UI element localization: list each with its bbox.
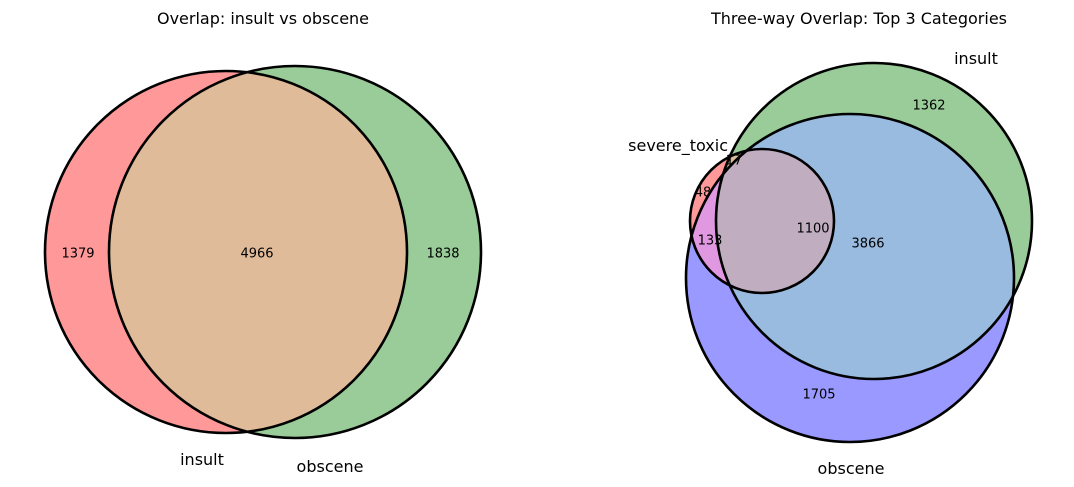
venn3-chart: Three-way Overlap: Top 3 Categories 48 1… [628,9,1034,478]
venn2-set-label-obscene: obscene [297,457,364,476]
venn2-chart: Overlap: insult vs obscene 1379 4966 183… [43,9,483,476]
venn3-region-all-three [716,149,834,293]
venn3-circle-severe-toxic [688,147,836,295]
venn2-count-only-obscene: 1838 [426,247,459,262]
venn2-circle-insult [43,69,409,435]
venn2-count-insult-and-obscene: 4966 [240,247,273,262]
venn3-count-only-insult: 1362 [912,99,945,114]
venn3-count-severe-toxic-and-insult: 17 [726,154,743,169]
venn3-title: Three-way Overlap: Top 3 Categories [710,9,1007,28]
venn3-circle-insult [714,61,1034,381]
venn3-count-insult-and-obscene: 3866 [851,237,884,252]
venn3-count-only-obscene: 1705 [802,388,835,403]
venn2-title: Overlap: insult vs obscene [157,9,369,28]
venn2-set-label-insult: insult [180,450,224,469]
venn3-set-label-severe-toxic: severe_toxic [628,136,728,156]
venn3-count-all-three: 1100 [796,222,829,237]
venn3-set-label-obscene: obscene [818,459,885,478]
venn2-count-only-insult: 1379 [61,247,94,262]
venn3-count-only-severe-toxic: 48 [695,186,712,201]
venn3-set-label-insult: insult [954,49,998,68]
venn3-count-severe-toxic-and-obscene: 133 [698,234,723,249]
venn2-circle-obscene [107,64,483,440]
venn3-circle-obscene [684,112,1016,444]
